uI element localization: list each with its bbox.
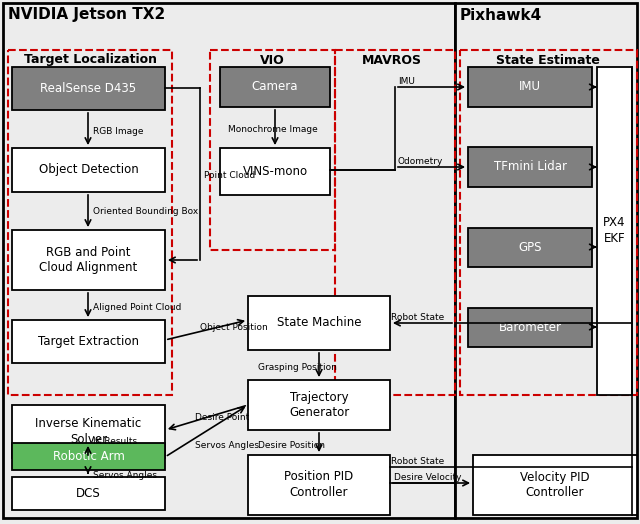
Bar [12,230,165,290]
Bar [460,50,637,395]
Text: Barometer: Barometer [499,321,561,334]
Text: Monochrome Image: Monochrome Image [228,126,317,135]
Text: Odometry: Odometry [398,158,444,167]
Bar [12,320,165,363]
Text: TFmini Lidar: TFmini Lidar [493,160,566,173]
Bar [12,67,165,110]
Text: Desire Position: Desire Position [258,441,325,450]
Text: Target Localization: Target Localization [24,53,157,67]
Text: Desire Velocity: Desire Velocity [394,474,461,483]
Text: Velocity PID
Controller: Velocity PID Controller [520,471,590,499]
Text: Aligned Point Cloud: Aligned Point Cloud [93,302,181,311]
Text: Robot State: Robot State [392,312,445,322]
Text: RGB and Point
Cloud Alignment: RGB and Point Cloud Alignment [40,246,138,275]
Text: Camera: Camera [252,81,298,93]
Text: Servos Angles: Servos Angles [195,441,259,450]
Text: IMU: IMU [398,78,415,86]
Bar [210,50,335,250]
Bar [12,148,165,192]
Text: Object Detection: Object Detection [38,163,138,177]
Bar [468,147,592,187]
Bar [248,455,390,515]
Text: Position PID
Controller: Position PID Controller [284,471,354,499]
Text: IK Results: IK Results [93,436,137,445]
Text: Object Position: Object Position [200,322,268,332]
Bar [12,405,165,458]
Bar [12,477,165,510]
Bar [468,228,592,267]
Text: Oriented Bounding Box: Oriented Bounding Box [93,208,198,216]
Text: NVIDIA Jetson TX2: NVIDIA Jetson TX2 [8,7,165,23]
Text: Point Cloud: Point Cloud [204,170,255,180]
Text: RealSense D435: RealSense D435 [40,82,136,95]
Bar [597,67,632,395]
Text: Servos Angles: Servos Angles [93,471,157,479]
Text: GPS: GPS [518,241,541,254]
Text: DCS: DCS [76,487,101,500]
Text: State Machine: State Machine [276,316,361,330]
Text: RGB Image: RGB Image [93,126,143,136]
Text: IMU: IMU [519,81,541,93]
Bar [468,67,592,107]
Text: Robot State: Robot State [392,457,445,466]
Text: Inverse Kinematic
Solver: Inverse Kinematic Solver [35,417,141,446]
Bar [220,67,330,107]
Text: VINS-mono: VINS-mono [243,165,308,178]
Bar [12,443,165,470]
Text: Grasping Position: Grasping Position [258,363,337,372]
Bar [220,148,330,195]
Text: State Estimate: State Estimate [496,53,600,67]
Bar [8,50,172,395]
Bar [473,455,637,515]
Bar [3,3,455,518]
Bar [455,3,637,518]
Bar [335,50,455,395]
Text: Robotic Arm: Robotic Arm [52,450,124,463]
Text: VIO: VIO [260,53,284,67]
Text: MAVROS: MAVROS [362,53,422,67]
Text: Trajectory
Generator: Trajectory Generator [289,390,349,420]
Text: Desire Point: Desire Point [195,413,249,422]
Text: Target Extraction: Target Extraction [38,335,139,348]
Text: PX4
EKF: PX4 EKF [604,216,626,246]
Bar [468,308,592,347]
Text: Pixhawk4: Pixhawk4 [460,7,542,23]
Bar [248,296,390,350]
Bar [248,380,390,430]
